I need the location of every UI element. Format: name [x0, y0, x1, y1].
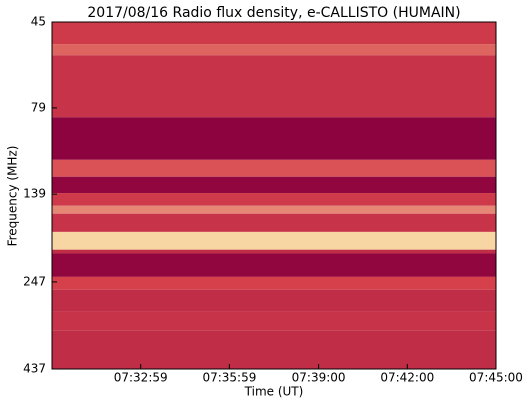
heatmap-band [52, 159, 496, 177]
heatmap-band [52, 55, 496, 118]
chart-title: 2017/08/16 Radio flux density, e-CALLIST… [87, 5, 460, 21]
x-axis-label: Time (UT) [244, 385, 304, 399]
heatmap-band [52, 193, 496, 206]
heatmap-band [52, 205, 496, 214]
heatmap-band [52, 311, 496, 331]
y-tick-label: 437 [23, 362, 46, 376]
heatmap-band [52, 253, 496, 277]
y-tick-label: 139 [23, 187, 46, 201]
y-tick-label: 45 [31, 15, 46, 29]
x-tick-label: 07:45:00 [469, 371, 523, 385]
heatmap-band [52, 231, 496, 250]
x-tick-label: 07:39:00 [292, 371, 346, 385]
y-tick-label: 79 [31, 100, 46, 114]
heatmap-band [52, 330, 496, 369]
heatmap-band [52, 44, 496, 56]
plot-frame [51, 21, 497, 370]
heatmap-band [52, 289, 496, 312]
x-tick-label: 07:42:00 [380, 371, 434, 385]
heatmap-band [52, 22, 496, 45]
heatmap-band [52, 249, 496, 254]
heatmap-band [52, 176, 496, 194]
heatmap-band [52, 117, 496, 160]
x-tick-label: 07:32:59 [114, 371, 168, 385]
heatmap-band [52, 213, 496, 232]
y-axis-label: Frequency (MHz) [6, 146, 20, 247]
heatmap-band [52, 276, 496, 290]
x-tick-label: 07:35:59 [202, 371, 256, 385]
y-tick-label: 247 [23, 274, 46, 288]
